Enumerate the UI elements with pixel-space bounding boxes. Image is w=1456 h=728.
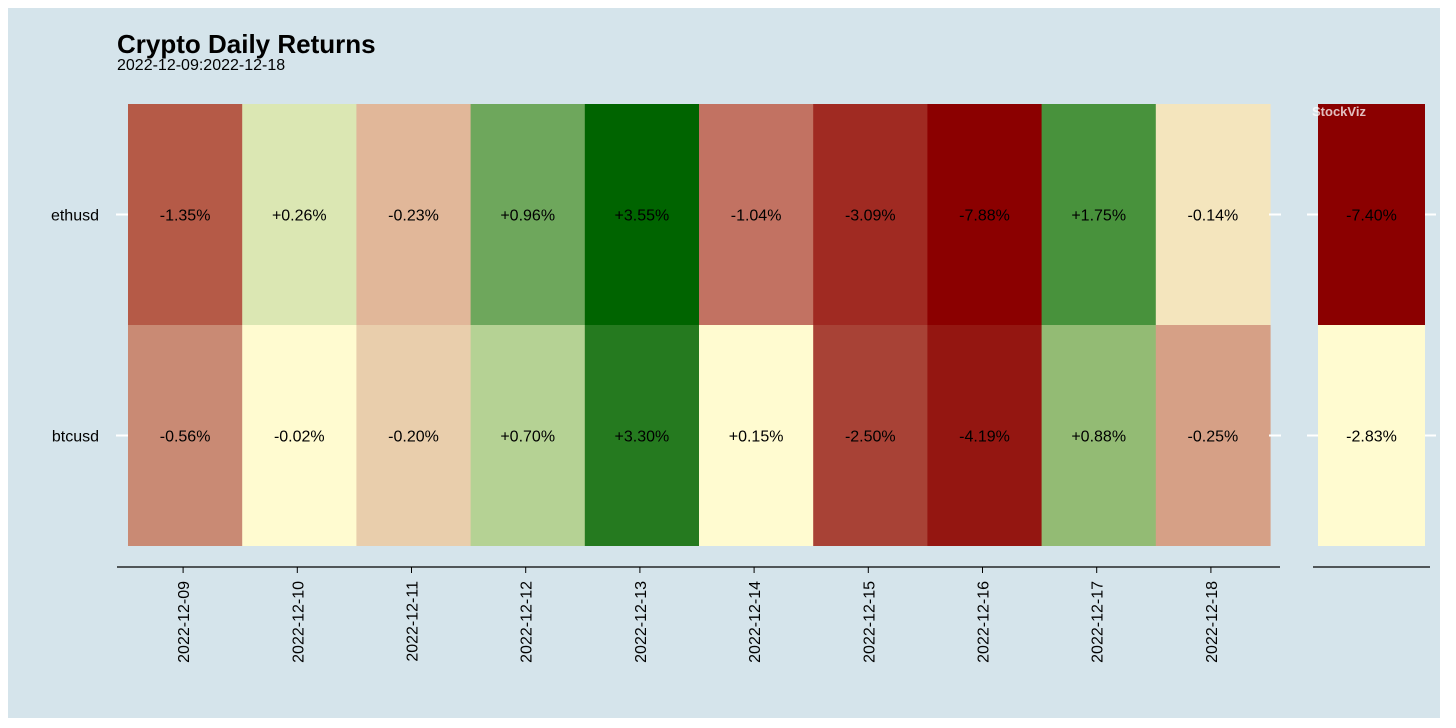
x-tick-label-2022-12-09: 2022-12-09 bbox=[176, 581, 193, 663]
x-tick-label-2022-12-17: 2022-12-17 bbox=[1090, 581, 1107, 663]
cell-label-ethusd-2022-12-09: -1.35% bbox=[160, 208, 211, 225]
x-tick-label-2022-12-14: 2022-12-14 bbox=[747, 581, 764, 663]
y-tick-label-btcusd: btcusd bbox=[52, 429, 99, 446]
cell-label-btcusd-2022-12-11: -0.20% bbox=[388, 429, 439, 446]
heat-cell-ethusd-2022-12-16 bbox=[927, 104, 1043, 325]
heat-cell-ethusd-2022-12-15 bbox=[813, 104, 928, 325]
cell-label-btcusd-2022-12-14: +0.15% bbox=[729, 429, 784, 446]
total-label-ethusd: -7.40% bbox=[1346, 208, 1397, 225]
heat-cell-ethusd-2022-12-13 bbox=[584, 104, 700, 325]
x-axis: 2022-12-09 2022-12-10 2022-12-11 2022-12-12… bbox=[117, 566, 1430, 663]
cell-label-btcusd-2022-12-16: -4.19% bbox=[959, 429, 1010, 446]
heat-cell-ethusd-2022-12-09 bbox=[128, 104, 243, 325]
x-tick-label-2022-12-15: 2022-12-15 bbox=[861, 581, 878, 663]
cell-label-ethusd-2022-12-10: +0.26% bbox=[272, 208, 327, 225]
cell-label-ethusd-2022-12-17: +1.75% bbox=[1071, 208, 1126, 225]
heat-cell-ethusd-2022-12-11 bbox=[356, 104, 472, 325]
x-tick-label-2022-12-12: 2022-12-12 bbox=[519, 581, 536, 663]
cell-label-btcusd-2022-12-13: +3.30% bbox=[615, 429, 670, 446]
cell-label-ethusd-2022-12-18: -0.14% bbox=[1188, 208, 1239, 225]
heatmap-cells: -1.35% +0.26% -0.23% +0.96% +3.55% -1.04% -3.0… bbox=[128, 104, 1271, 546]
cell-label-ethusd-2022-12-13: +3.55% bbox=[615, 208, 670, 225]
heat-cell-btcusd-2022-12-14 bbox=[699, 325, 814, 546]
heat-cell-ethusd-2022-12-12 bbox=[470, 104, 586, 325]
x-tick-label-2022-12-13: 2022-12-13 bbox=[633, 581, 650, 663]
x-tick-label-2022-12-10: 2022-12-10 bbox=[290, 581, 307, 663]
total-label-btcusd: -2.83% bbox=[1346, 429, 1397, 446]
cell-label-btcusd-2022-12-09: -0.56% bbox=[160, 429, 211, 446]
heat-cell-ethusd-2022-12-14 bbox=[699, 104, 814, 325]
cell-label-btcusd-2022-12-10: -0.02% bbox=[274, 429, 325, 446]
cell-label-btcusd-2022-12-12: +0.70% bbox=[500, 429, 555, 446]
cell-label-ethusd-2022-12-16: -7.88% bbox=[959, 208, 1010, 225]
cell-label-ethusd-2022-12-14: -1.04% bbox=[731, 208, 782, 225]
total-cells: -7.40% -2.83% bbox=[1318, 104, 1425, 546]
heat-cell-btcusd-2022-12-18 bbox=[1155, 325, 1271, 546]
heat-cell-btcusd-2022-12-15 bbox=[813, 325, 928, 546]
cell-label-ethusd-2022-12-15: -3.09% bbox=[845, 208, 896, 225]
x-tick-label-2022-12-11: 2022-12-11 bbox=[405, 581, 422, 662]
heat-cell-btcusd-2022-12-17 bbox=[1041, 325, 1157, 546]
watermark: StockViz bbox=[1312, 104, 1366, 119]
y-axis: ethusd btcusd bbox=[51, 208, 1436, 446]
heat-cell-ethusd-2022-12-18 bbox=[1155, 104, 1271, 325]
y-tick-label-ethusd: ethusd bbox=[51, 208, 99, 225]
x-tick-label-2022-12-16: 2022-12-16 bbox=[976, 581, 993, 663]
heat-cell-btcusd-2022-12-16 bbox=[927, 325, 1043, 546]
total-cell-ethusd bbox=[1318, 104, 1425, 325]
heat-cell-ethusd-2022-12-17 bbox=[1041, 104, 1157, 325]
cell-label-btcusd-2022-12-15: -2.50% bbox=[845, 429, 896, 446]
heat-cell-btcusd-2022-12-10 bbox=[242, 325, 357, 546]
heat-cell-btcusd-2022-12-11 bbox=[356, 325, 472, 546]
heat-cell-btcusd-2022-12-12 bbox=[470, 325, 586, 546]
heat-cell-ethusd-2022-12-10 bbox=[242, 104, 357, 325]
cell-label-btcusd-2022-12-18: -0.25% bbox=[1188, 429, 1239, 446]
cell-label-btcusd-2022-12-17: +0.88% bbox=[1071, 429, 1126, 446]
cell-label-ethusd-2022-12-11: -0.23% bbox=[388, 208, 439, 225]
cell-label-ethusd-2022-12-12: +0.96% bbox=[500, 208, 555, 225]
heat-cell-btcusd-2022-12-09 bbox=[128, 325, 243, 546]
x-tick-label-2022-12-18: 2022-12-18 bbox=[1204, 581, 1221, 663]
total-cell-btcusd bbox=[1318, 325, 1425, 546]
chart-title: Crypto Daily Returns bbox=[117, 29, 376, 59]
chart-subtitle: 2022-12-09:2022-12-18 bbox=[117, 57, 285, 74]
heat-cell-btcusd-2022-12-13 bbox=[584, 325, 700, 546]
